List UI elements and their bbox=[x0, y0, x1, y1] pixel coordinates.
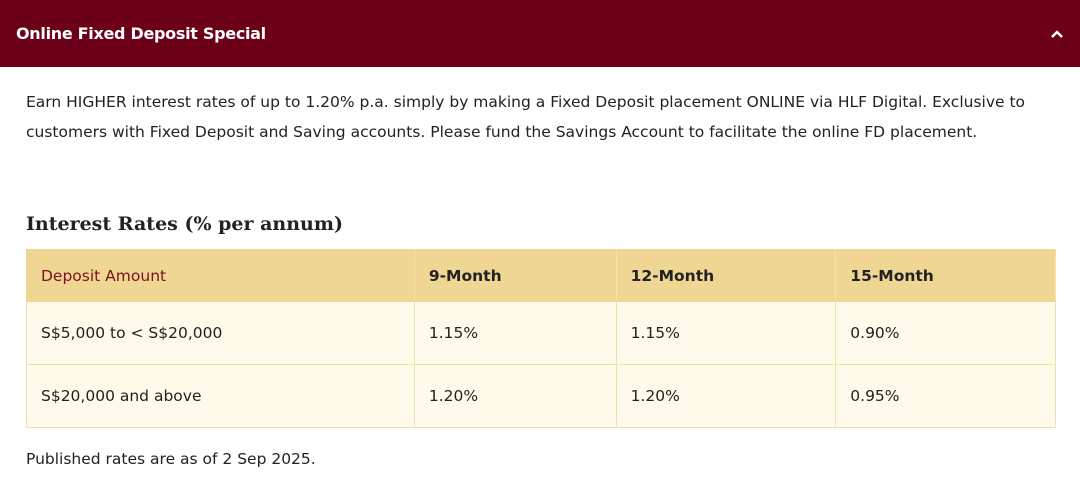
table-cell: S$5,000 to < S$20,000 bbox=[26, 301, 415, 365]
table-row: S$20,000 and above 1.20% 1.20% 0.95% bbox=[26, 364, 1056, 428]
table-cell: 1.20% bbox=[413, 364, 617, 428]
intro-text: Earn HIGHER interest rates of up to 1.20… bbox=[26, 93, 1026, 141]
header-row: Deposit Amount 9-Month 12-Month 15-Month bbox=[26, 249, 1056, 302]
table-row: S$5,000 to < S$20,000 1.15% 1.15% 0.90% bbox=[26, 301, 1056, 365]
table-cell: 1.15% bbox=[615, 301, 837, 365]
table-cell: S$20,000 and above bbox=[26, 364, 415, 428]
column-header: Deposit Amount bbox=[26, 249, 415, 302]
column-header: 15-Month bbox=[835, 249, 1056, 302]
collapse-icon[interactable] bbox=[1050, 29, 1064, 39]
table-title: Interest Rates (% per annum) bbox=[26, 213, 343, 235]
column-header: 12-Month bbox=[615, 249, 837, 302]
table-cell: 0.90% bbox=[835, 301, 1056, 365]
table-cell: 1.20% bbox=[615, 364, 837, 428]
footnote: Published rates are as of 2 Sep 2025. bbox=[26, 450, 316, 468]
column-header: 9-Month bbox=[413, 249, 617, 302]
table-body: S$5,000 to < S$20,000 1.15% 1.15% 0.90% S$20… bbox=[26, 301, 1056, 428]
accordion-header[interactable]: Online Fixed Deposit Special bbox=[0, 0, 1080, 67]
rates-table: Deposit Amount 9-Month 12-Month 15-Month S$… bbox=[26, 249, 1056, 428]
header-title: Online Fixed Deposit Special bbox=[16, 24, 266, 43]
table-cell: 0.95% bbox=[835, 364, 1056, 428]
table-cell: 1.15% bbox=[413, 301, 617, 365]
